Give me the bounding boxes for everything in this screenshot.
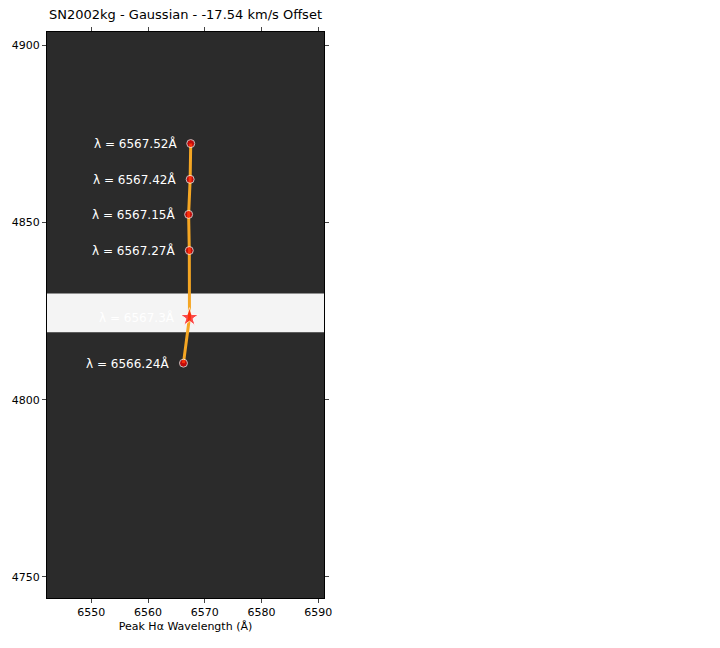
svg-text:λ = 6567.52Å: λ = 6567.52Å [94,136,177,151]
svg-text:4900: 4900 [12,39,40,52]
svg-text:λ = 6567.15Å: λ = 6567.15Å [92,207,175,222]
svg-text:4800: 4800 [12,394,40,407]
svg-text:λ = 6567.42Å: λ = 6567.42Å [93,172,176,187]
svg-text:6550: 6550 [77,606,105,619]
svg-text:6570: 6570 [191,606,219,619]
svg-text:λ = 6567.3Å: λ = 6567.3Å [99,310,175,325]
svg-text:λ = 6566.24Å: λ = 6566.24Å [86,356,169,371]
svg-text:6560: 6560 [134,606,162,619]
svg-text:6590: 6590 [304,606,332,619]
svg-text:SN2002kg - Gaussian - -17.54 k: SN2002kg - Gaussian - -17.54 km/s Offset [49,7,322,22]
svg-text:Peak Hα Wavelength (Å): Peak Hα Wavelength (Å) [119,620,253,633]
svg-text:4850: 4850 [12,216,40,229]
svg-text:6580: 6580 [248,606,276,619]
svg-text:λ = 6567.27Å: λ = 6567.27Å [92,243,175,258]
svg-text:4750: 4750 [12,571,40,584]
